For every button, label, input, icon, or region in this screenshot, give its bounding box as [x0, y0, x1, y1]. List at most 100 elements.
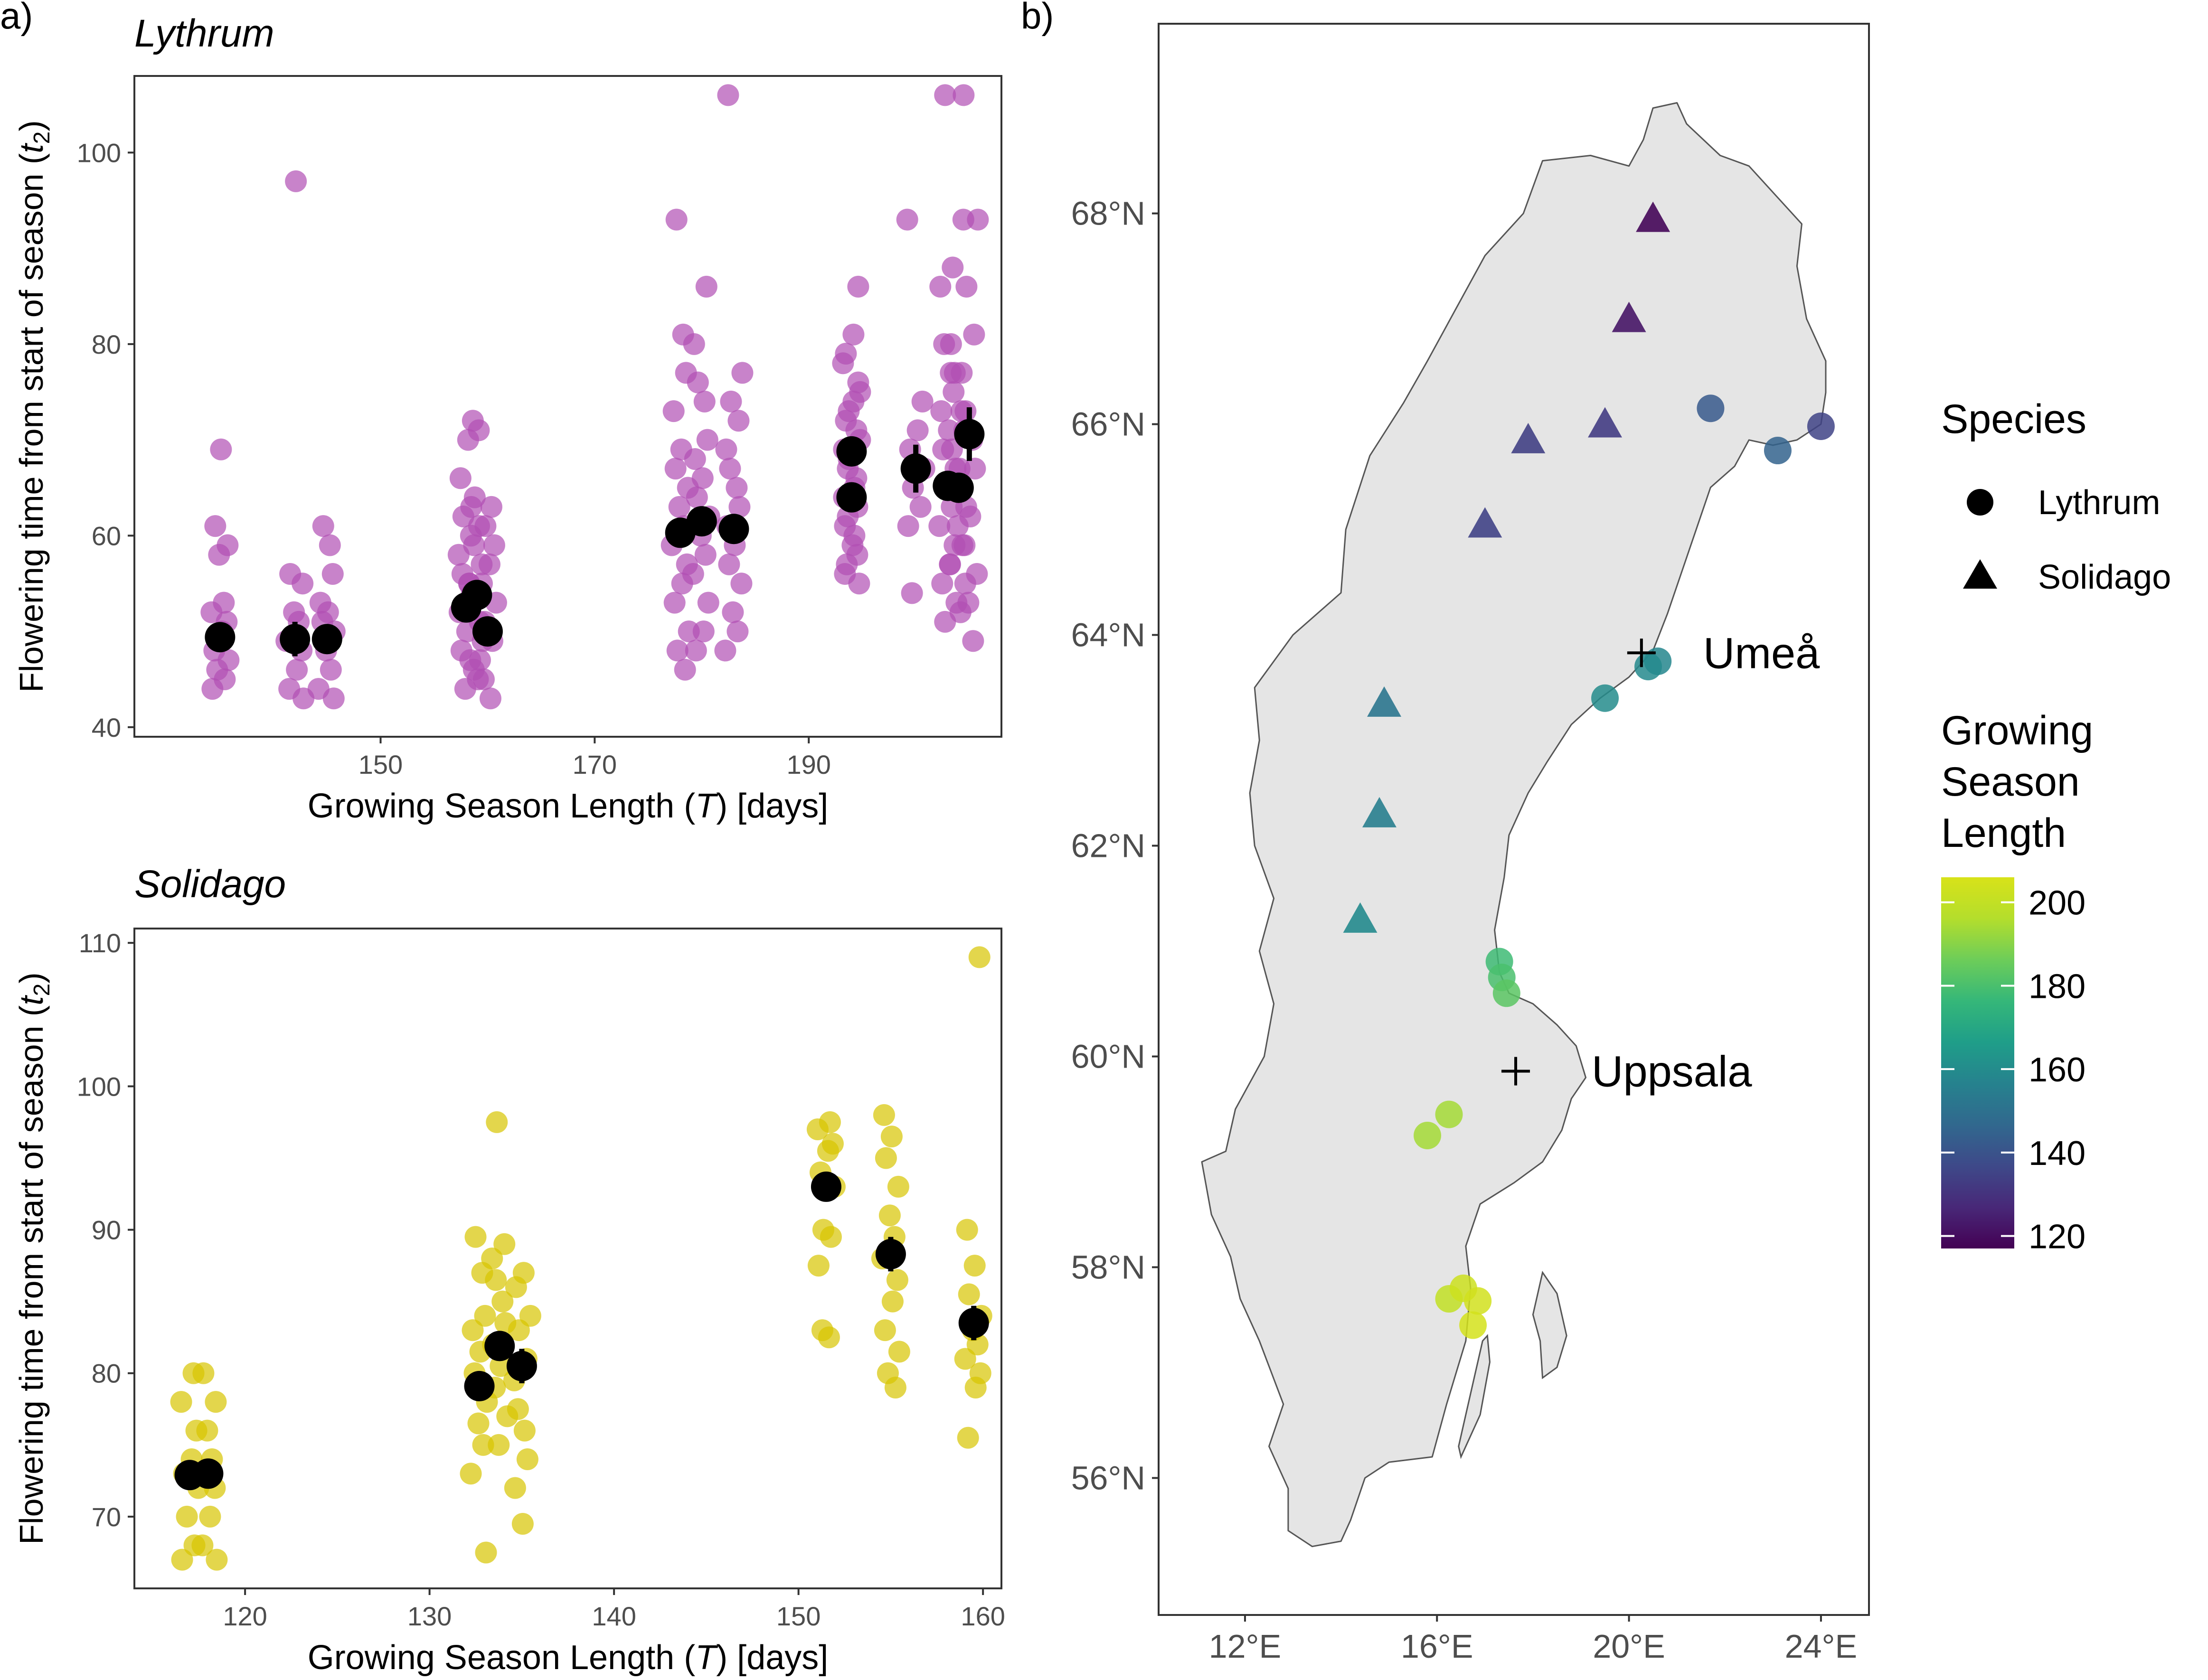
data-point	[967, 208, 989, 231]
data-point	[832, 352, 854, 375]
data-point	[519, 1305, 541, 1327]
latitude-tick-label: 64°N	[1071, 617, 1145, 654]
mean-point	[311, 624, 342, 655]
colorbar-tick-label: 200	[2029, 884, 2085, 922]
data-point	[954, 400, 977, 422]
lythrum-y-axis-title: Flowering time from start of season (t2)	[13, 120, 55, 692]
colorbar-tick-label: 120	[2029, 1218, 2085, 1256]
y-tick-label: 40	[92, 713, 121, 742]
sweden-map: 56°N 58°N 60°N 62°N 64°N 66°N 68°N 12°E 16°E 20°…	[1071, 23, 1870, 1665]
lythrum-site-marker	[1459, 1311, 1487, 1339]
mean-point	[718, 514, 749, 544]
longitude-tick-label: 12°E	[1209, 1628, 1282, 1665]
data-point	[512, 1262, 535, 1284]
data-point	[874, 1319, 896, 1342]
data-point	[873, 1104, 895, 1126]
data-point	[847, 371, 869, 394]
data-point	[886, 1269, 908, 1291]
panel-label-b: b)	[1021, 0, 1054, 37]
data-point	[714, 639, 736, 662]
data-point	[474, 1305, 496, 1327]
panel-label-a: a)	[0, 0, 33, 37]
data-point	[460, 1463, 482, 1485]
longitude-tick-label: 24°E	[1785, 1628, 1858, 1665]
colorbar-tick-label: 140	[2029, 1135, 2085, 1173]
data-point	[205, 1391, 227, 1413]
data-point	[191, 1534, 214, 1557]
data-point	[286, 658, 308, 681]
lythrum-title: Lythrum	[134, 12, 274, 55]
lythrum-site-marker	[1464, 1287, 1492, 1315]
mean-point	[193, 1458, 224, 1489]
x-tick-label: 190	[787, 750, 831, 779]
mean-point	[464, 1370, 495, 1401]
data-point	[664, 458, 687, 480]
solidago-site-marker	[1468, 507, 1502, 538]
lythrum-site-marker	[1492, 979, 1520, 1007]
data-point	[875, 1147, 897, 1169]
data-point	[663, 591, 686, 614]
data-point	[472, 1434, 494, 1456]
data-point	[888, 1341, 910, 1363]
mean-point	[836, 436, 867, 467]
data-point	[196, 1419, 218, 1442]
data-point	[928, 515, 951, 537]
gsl-colorbar-ticks: 120 140 160 180 200	[1941, 884, 2085, 1256]
data-point	[462, 1319, 484, 1342]
colorbar-tick-label: 180	[2029, 967, 2085, 1005]
data-point	[807, 1255, 830, 1277]
data-point	[877, 1362, 899, 1384]
data-point	[693, 390, 716, 413]
data-point	[694, 544, 717, 566]
data-point	[463, 534, 485, 556]
latitude-tick-label: 56°N	[1071, 1459, 1145, 1496]
data-point	[727, 410, 750, 432]
x-tick-label: 170	[573, 750, 617, 779]
data-point	[715, 438, 737, 460]
data-point	[911, 390, 934, 413]
solidago-site-marker	[1588, 407, 1623, 438]
data-point	[511, 1513, 534, 1535]
solidago-title: Solidago	[134, 863, 286, 906]
mean-point	[484, 1331, 515, 1361]
data-point	[449, 467, 472, 489]
data-point	[958, 1283, 980, 1305]
latitude-tick-label: 58°N	[1071, 1248, 1145, 1286]
y-tick-label: 80	[92, 1359, 121, 1389]
x-tick-label: 160	[961, 1601, 1005, 1631]
data-point	[878, 1204, 901, 1227]
data-point	[697, 591, 719, 614]
mean-point	[943, 472, 974, 503]
data-point	[493, 1233, 516, 1255]
data-point	[683, 333, 705, 355]
mean-point	[954, 419, 985, 450]
lythrum-means	[205, 407, 985, 657]
map-longitude-axis: 12°E 16°E 20°E 24°E	[1209, 1615, 1858, 1665]
data-point	[278, 678, 301, 700]
data-point	[665, 208, 688, 231]
data-point	[897, 515, 919, 537]
lythrum-plot-frame	[133, 75, 1002, 738]
solidago-plot-frame	[133, 928, 1002, 1589]
lythrum-site-marker	[1634, 653, 1662, 681]
x-tick-label: 150	[359, 750, 403, 779]
data-point	[666, 639, 689, 662]
gotland-island	[1532, 1270, 1567, 1380]
data-point	[682, 563, 704, 585]
mean-point	[875, 1239, 906, 1269]
solidago-site-marker	[1367, 686, 1402, 717]
data-point	[480, 496, 502, 518]
data-point	[491, 1290, 514, 1313]
latitude-tick-label: 68°N	[1071, 195, 1145, 232]
solidago-means	[174, 1171, 989, 1491]
solidago-y-axis: 70 80 90 100 110	[77, 928, 134, 1532]
y-tick-label: 110	[79, 928, 121, 958]
data-point	[957, 591, 980, 614]
data-point	[720, 390, 742, 413]
latitude-tick-label: 66°N	[1071, 406, 1145, 443]
data-point	[483, 534, 505, 556]
data-point	[847, 275, 869, 298]
solidago-site-marker	[1362, 797, 1397, 827]
data-point	[485, 1269, 507, 1291]
solidago-x-axis: 120 130 140 150 160	[223, 1588, 1005, 1631]
